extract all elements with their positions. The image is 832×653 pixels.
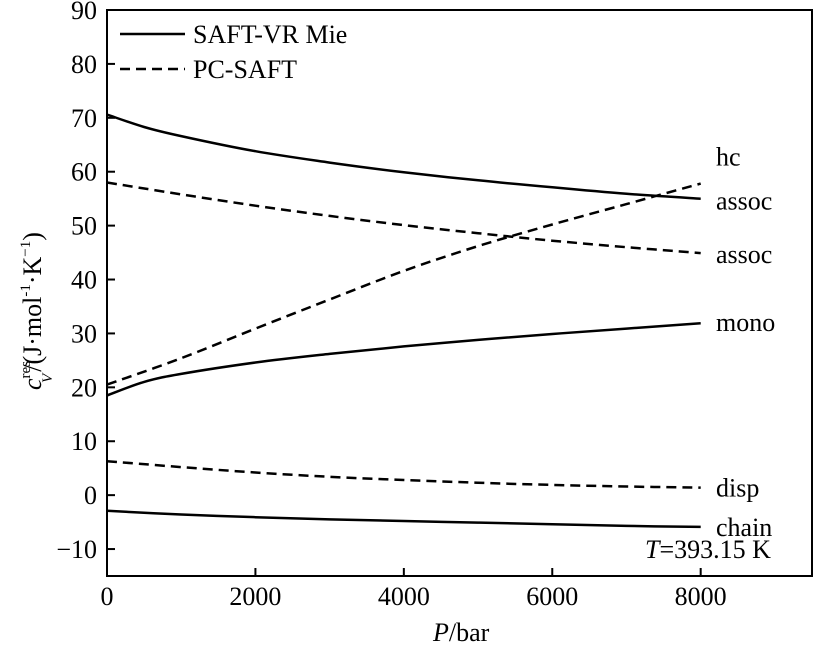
temperature-annotation: T=393.15 K — [645, 535, 771, 564]
x-axis-label: P/bar — [432, 618, 490, 647]
annotation-symbol: T — [645, 535, 661, 564]
y-tick-label: 90 — [71, 0, 97, 25]
x-tick-label: 0 — [101, 582, 114, 611]
y-tick-label: 80 — [71, 50, 97, 79]
x-tick-label: 6000 — [526, 582, 578, 611]
series-line-mono-solid — [106, 321, 701, 397]
y-axis-unit-end: ) — [18, 232, 47, 241]
x-axis-unit: /bar — [449, 618, 490, 647]
y-tick-label: 50 — [71, 212, 97, 241]
annotation-text: =393.15 K — [659, 535, 771, 564]
y-axis-sub: V — [40, 372, 56, 383]
legend-label-saft-vr-mie: SAFT-VR Mie — [193, 20, 347, 49]
y-tick-label: 20 — [71, 373, 97, 402]
x-tick-label: 8000 — [675, 582, 727, 611]
y-tick-label: 70 — [71, 104, 97, 133]
series-line-disp-dashed — [106, 459, 701, 489]
series-label-hc-dashed: hc — [716, 143, 741, 172]
y-axis-label: cres V/(J·mol-1·K−1) — [18, 232, 56, 390]
legend: SAFT-VR Mie PC-SAFT — [120, 20, 347, 84]
y-tick-label: 60 — [71, 158, 97, 187]
plot-frame — [106, 9, 813, 577]
y-tick-label: −10 — [56, 535, 97, 564]
series-label-disp-dashed: disp — [716, 474, 759, 503]
series-line-assoc-dashed — [106, 181, 701, 255]
series-line-chain-solid — [106, 509, 701, 529]
series-line-assoc-solid — [106, 113, 701, 200]
y-tick-label: 10 — [71, 427, 97, 456]
y-tick-label: 40 — [71, 266, 97, 295]
series-label-mono-solid: mono — [716, 308, 775, 337]
series-labels: assoc mono chain hc assoc disp — [716, 143, 775, 542]
x-tick-label: 4000 — [378, 582, 430, 611]
x-tick-label: 2000 — [229, 582, 281, 611]
series-label-assoc-solid: assoc — [716, 187, 772, 216]
y-axis-sup: res — [18, 361, 34, 379]
series-group — [106, 113, 702, 529]
y-axis-symbol: c — [18, 378, 47, 390]
y-axis-unit-mid: ·K — [18, 257, 47, 285]
series-label-assoc-dashed: assoc — [716, 240, 772, 269]
legend-label-pc-saft: PC-SAFT — [193, 55, 297, 84]
y-axis-unit-sup2: −1 — [18, 241, 34, 257]
series-line-hc-dashed — [106, 182, 702, 386]
y-axis-unit-sup1: -1 — [18, 284, 34, 297]
x-axis-symbol: P — [432, 618, 449, 647]
y-axis-unit: /(J·mol — [18, 297, 47, 372]
y-tick-label: 30 — [71, 319, 97, 348]
series-label-chain-solid: chain — [716, 513, 772, 542]
y-tick-label: 0 — [84, 481, 97, 510]
